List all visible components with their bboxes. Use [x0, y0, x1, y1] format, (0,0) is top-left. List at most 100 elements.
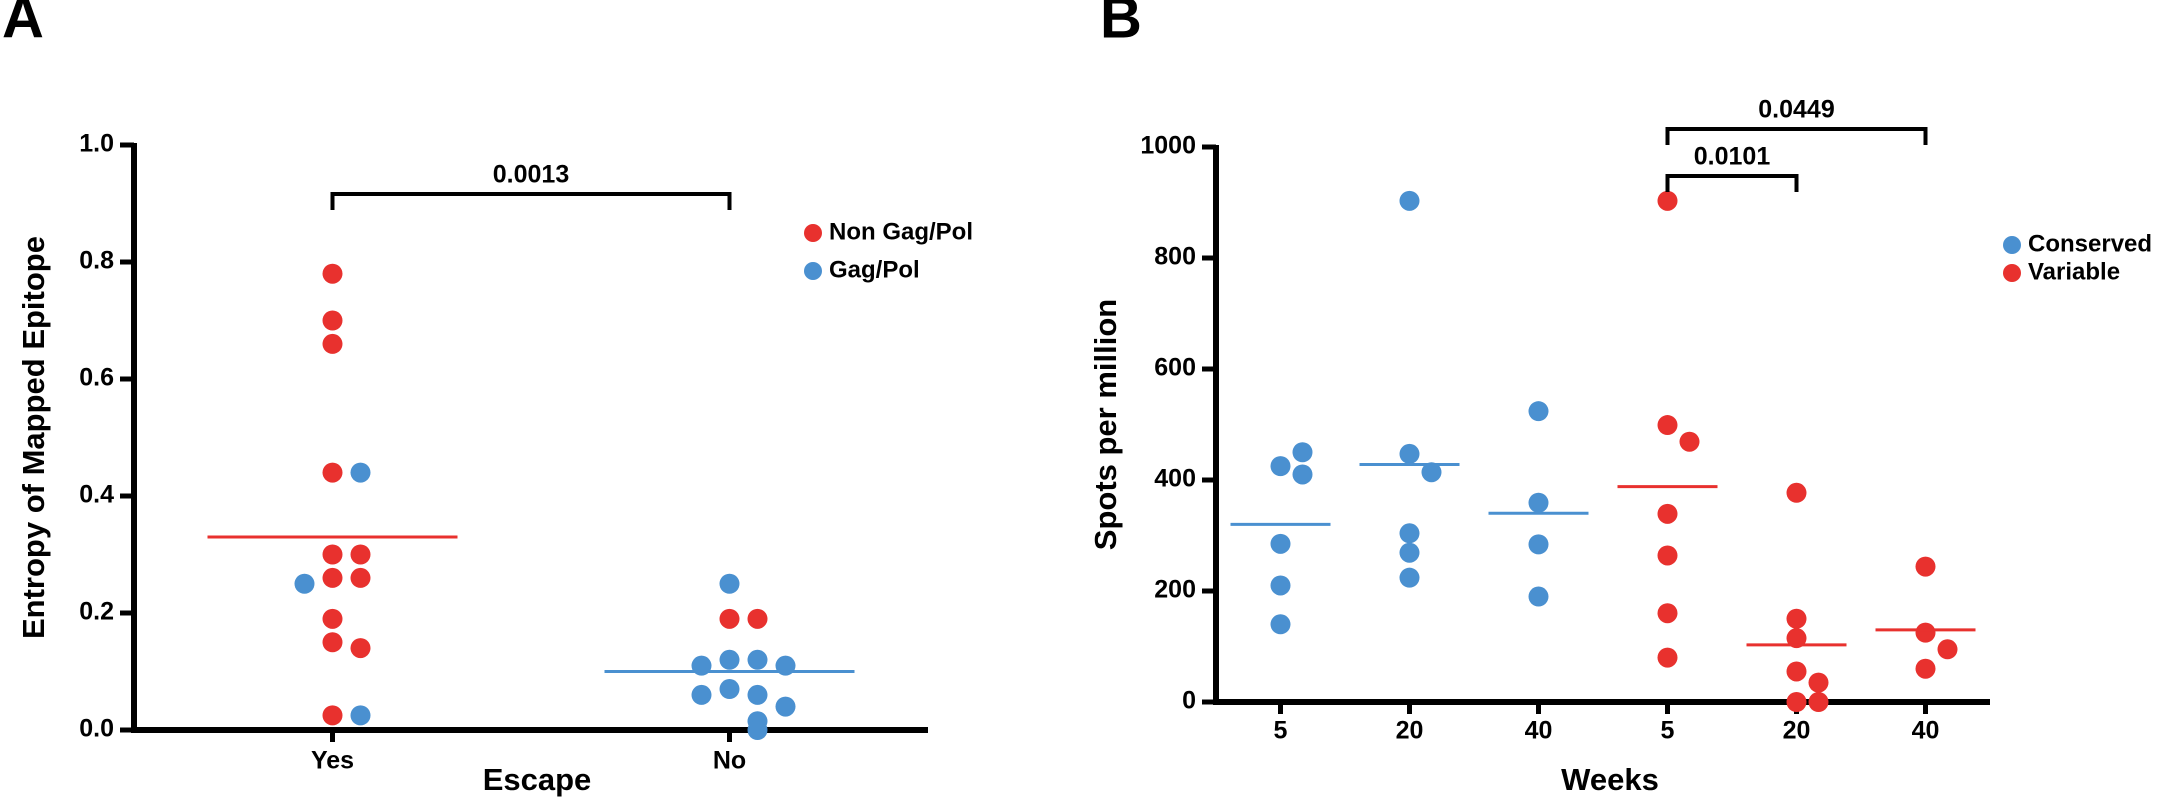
x-tick-label: No [713, 747, 746, 775]
data-point [1657, 603, 1678, 624]
data-point [1808, 672, 1829, 693]
data-point [719, 608, 740, 629]
data-point [1528, 586, 1549, 607]
significance-bracket [1665, 174, 1799, 192]
data-point [1528, 534, 1549, 555]
data-point [1937, 639, 1958, 660]
data-point [1915, 556, 1936, 577]
y-tick-label: 1000 [1140, 132, 1196, 160]
y-tick-label: 0.2 [79, 598, 114, 626]
data-point [691, 684, 712, 705]
data-point [322, 705, 343, 726]
x-tick-label: 5 [1274, 717, 1288, 745]
data-point [1786, 692, 1807, 712]
data-point [350, 638, 371, 659]
data-point [1399, 443, 1420, 464]
data-point [1270, 533, 1291, 554]
legend-marker [804, 262, 822, 280]
significance-bracket [330, 192, 732, 210]
legend-marker [2003, 264, 2021, 282]
x-tick-label: 20 [1396, 717, 1424, 745]
legend-label: Conserved [2028, 230, 2152, 257]
data-point [1915, 658, 1936, 679]
y-tick-label: 600 [1154, 354, 1196, 382]
data-point [1786, 661, 1807, 682]
y-tick-label: 0 [1182, 687, 1196, 715]
data-point [1657, 190, 1678, 211]
data-point [322, 544, 343, 565]
data-point [747, 720, 768, 740]
data-point [1270, 614, 1291, 635]
data-point [719, 679, 740, 700]
x-axis-title: Weeks [1561, 762, 1659, 797]
data-point [350, 544, 371, 565]
significance-label: 0.0013 [493, 161, 569, 189]
data-point [1915, 622, 1936, 643]
data-point [1657, 647, 1678, 668]
data-point [1786, 482, 1807, 503]
data-point [322, 632, 343, 653]
y-tick-label: 0.4 [79, 481, 114, 509]
data-point [775, 696, 796, 717]
data-point [1399, 523, 1420, 544]
data-point [322, 310, 343, 331]
x-tick-label: 5 [1661, 717, 1675, 745]
data-point [1292, 442, 1313, 463]
data-point [747, 684, 768, 705]
data-point [1399, 542, 1420, 563]
x-tick-label: 40 [1525, 717, 1553, 745]
data-point [322, 462, 343, 483]
y-axis-title: Spots per million [1088, 299, 1123, 550]
panel-label: A [2, 0, 44, 50]
y-tick-label: 400 [1154, 465, 1196, 493]
data-point [1270, 456, 1291, 477]
data-point [1679, 431, 1700, 452]
data-point [322, 567, 343, 588]
data-point [1399, 190, 1420, 211]
data-point [1657, 415, 1678, 436]
data-point [350, 462, 371, 483]
y-tick-label: 0.6 [79, 364, 114, 392]
data-point [1786, 608, 1807, 629]
data-point [322, 333, 343, 354]
legend-label: Variable [2028, 258, 2120, 285]
data-point [1786, 628, 1807, 649]
panel-label: B [1100, 0, 1142, 50]
data-point [1808, 692, 1829, 712]
significance-bracket [1665, 127, 1928, 145]
legend-label: Gag/Pol [829, 256, 920, 283]
data-point [1528, 401, 1549, 422]
legend-marker [804, 224, 822, 242]
y-tick-label: 1.0 [79, 130, 114, 158]
y-tick-label: 200 [1154, 576, 1196, 604]
data-point [1421, 462, 1442, 483]
significance-label: 0.0101 [1694, 143, 1771, 171]
data-point [350, 567, 371, 588]
y-axis-title: Entropy of Mapped Epitope [16, 236, 51, 639]
data-point [719, 573, 740, 594]
data-point [322, 608, 343, 629]
data-point [747, 649, 768, 670]
data-point [350, 705, 371, 726]
y-tick-label: 0.8 [79, 247, 114, 275]
data-point [1270, 575, 1291, 596]
legend-label: Non Gag/Pol [829, 218, 973, 245]
significance-label: 0.0449 [1758, 96, 1834, 124]
data-point [747, 608, 768, 629]
x-axis-title: Escape [483, 762, 592, 797]
data-point [1399, 567, 1420, 588]
y-tick-label: 0.0 [79, 715, 114, 743]
x-tick-label: 40 [1912, 717, 1940, 745]
data-point [1657, 503, 1678, 524]
x-tick-label: 20 [1783, 717, 1811, 745]
data-point [1528, 492, 1549, 513]
data-point [322, 263, 343, 284]
data-point [1292, 464, 1313, 485]
y-tick-label: 800 [1154, 243, 1196, 271]
data-point [294, 573, 315, 594]
data-point [1657, 545, 1678, 566]
legend-marker [2003, 236, 2021, 254]
data-point [719, 649, 740, 670]
x-tick-label: Yes [311, 747, 354, 775]
